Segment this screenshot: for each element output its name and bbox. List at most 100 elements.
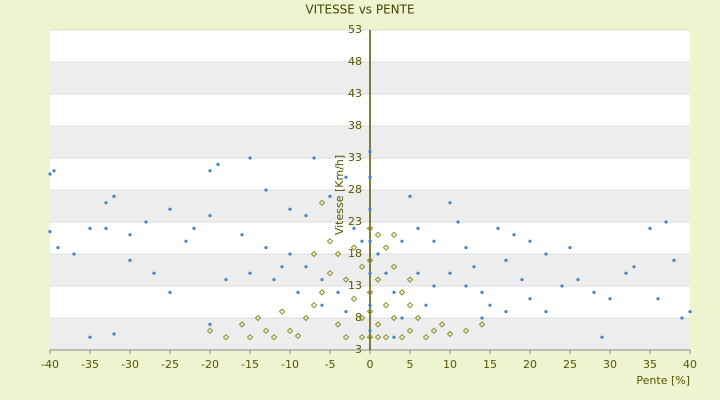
data-point [632, 265, 636, 269]
y-axis-label: Vitesse [Km/h] [333, 155, 346, 235]
data-point [350, 244, 358, 251]
data-point [464, 246, 468, 250]
data-point [414, 314, 422, 322]
x-tick-label: -15 [241, 358, 259, 371]
data-point [222, 333, 230, 341]
data-point [168, 290, 172, 294]
data-point [112, 332, 116, 336]
data-point [438, 321, 446, 328]
data-point [392, 335, 396, 339]
x-tick-label: 20 [523, 358, 537, 371]
data-point [368, 271, 372, 275]
data-point [406, 327, 414, 335]
data-point [390, 263, 398, 271]
data-point [334, 250, 342, 258]
data-point [382, 244, 390, 251]
data-point [184, 239, 188, 243]
x-tick-label: 35 [643, 358, 657, 371]
data-point [480, 316, 484, 320]
data-point [342, 333, 350, 341]
data-point [358, 263, 366, 271]
data-point [264, 246, 268, 250]
x-tick-label: 15 [483, 358, 497, 371]
data-point [334, 321, 342, 328]
data-point [326, 237, 334, 245]
data-point [208, 214, 212, 218]
data-point [288, 207, 292, 211]
data-point [296, 290, 300, 294]
x-tick-label: 10 [443, 358, 457, 371]
data-point [112, 194, 116, 198]
data-point [358, 333, 366, 341]
data-point [568, 246, 572, 250]
data-point [304, 265, 308, 269]
data-point [656, 297, 660, 301]
data-point [390, 231, 398, 239]
data-point [374, 276, 382, 283]
data-point [304, 214, 308, 218]
data-point [504, 258, 508, 262]
data-point [448, 201, 452, 205]
data-point [374, 333, 382, 341]
data-point [208, 169, 212, 173]
data-point [366, 225, 374, 232]
data-point [360, 239, 364, 243]
data-point [664, 220, 668, 224]
data-point [128, 258, 132, 262]
data-point [336, 290, 340, 294]
x-tick-label: -5 [325, 358, 336, 371]
x-tick-label: -35 [81, 358, 99, 371]
data-point [374, 231, 382, 239]
data-point [270, 333, 278, 341]
data-point [264, 188, 268, 192]
data-point [400, 316, 404, 320]
x-tick-label: -40 [41, 358, 59, 371]
data-point [392, 290, 396, 294]
data-point [398, 333, 406, 341]
data-point [368, 207, 372, 211]
data-point [528, 297, 532, 301]
data-point [286, 327, 294, 335]
data-point [400, 239, 404, 243]
data-point [320, 278, 324, 282]
data-point [406, 276, 414, 283]
data-point [424, 303, 428, 307]
data-point [672, 258, 676, 262]
data-point [208, 322, 212, 326]
data-point [368, 239, 372, 243]
x-tick-label: 30 [603, 358, 617, 371]
data-point [398, 289, 406, 296]
data-point [366, 308, 374, 315]
data-point [224, 278, 228, 282]
data-point [488, 303, 492, 307]
data-point [144, 220, 148, 224]
data-point [600, 335, 604, 339]
data-point [104, 226, 108, 230]
data-point [248, 156, 252, 160]
y-tick-label: 53 [348, 23, 362, 36]
data-point [104, 201, 108, 205]
data-point [366, 333, 374, 341]
data-point [302, 314, 310, 322]
data-point [478, 321, 486, 328]
data-point [344, 175, 348, 179]
data-point [592, 290, 596, 294]
data-point [416, 226, 420, 230]
data-point [648, 226, 652, 230]
data-point [406, 301, 414, 309]
x-axis-label: Pente [%] [636, 374, 690, 387]
x-tick-label: 0 [367, 358, 374, 371]
data-point [374, 321, 382, 328]
data-point [88, 226, 92, 230]
data-point [366, 257, 374, 264]
data-point [278, 308, 286, 315]
data-point [576, 278, 580, 282]
data-point [168, 207, 172, 211]
data-point [544, 310, 548, 314]
data-point [238, 321, 246, 328]
data-point [390, 314, 398, 322]
data-point [312, 156, 316, 160]
data-point [446, 330, 454, 338]
data-point [608, 297, 612, 301]
